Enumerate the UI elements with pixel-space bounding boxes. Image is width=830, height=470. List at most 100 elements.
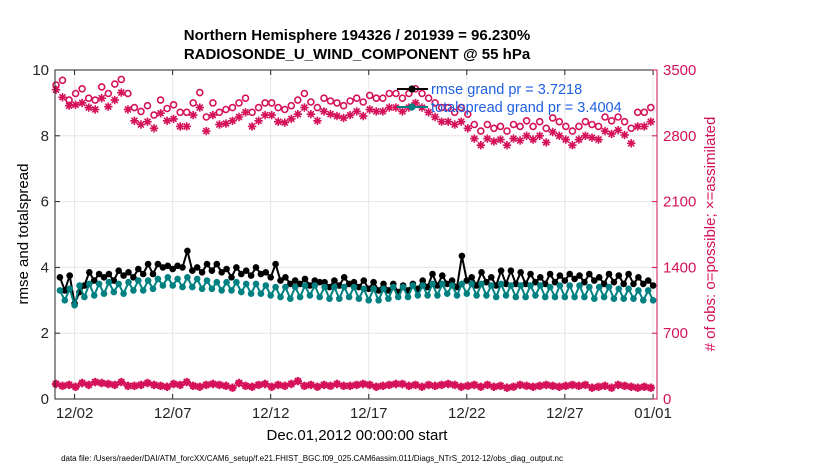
- rmse-point: [169, 265, 176, 273]
- obs-rejected-point: [587, 383, 597, 392]
- rmse-point: [287, 280, 294, 288]
- rmse-point: [149, 270, 157, 278]
- rmse-point: [316, 278, 324, 286]
- obs-assimilated-point: [280, 118, 289, 127]
- obs-assimilated-point: [208, 110, 218, 120]
- rmse-point: [478, 269, 485, 276]
- rmse-point: [576, 272, 583, 279]
- obs-rejected-point: [215, 380, 224, 390]
- totalspread-point: [306, 292, 314, 299]
- rmse-point: [272, 260, 279, 268]
- rmse-point: [649, 282, 657, 289]
- obs-possible-point: [143, 101, 152, 110]
- totalspread-point: [262, 282, 270, 289]
- totalspread-point: [277, 293, 284, 301]
- totalspread-point: [429, 280, 436, 288]
- obs-assimilated-point: [319, 107, 329, 116]
- y-right-tick-label: 2100: [663, 194, 696, 211]
- rmse-point: [233, 264, 240, 271]
- obs-assimilated-point: [568, 141, 577, 150]
- obs-assimilated-point: [287, 114, 296, 124]
- rmse-point: [125, 269, 132, 276]
- obs-assimilated-point: [633, 122, 642, 131]
- totalspread-point: [551, 293, 559, 301]
- obs-possible-point: [346, 97, 354, 105]
- rmse-point: [120, 272, 127, 279]
- y-left-tick-label: 2: [41, 325, 49, 342]
- obs-rejected-point: [58, 381, 67, 390]
- obs-possible-point: [529, 122, 537, 131]
- obs-possible-point: [640, 108, 649, 117]
- totalspread-point: [95, 280, 103, 288]
- rmse-point: [556, 272, 564, 279]
- rmse-point: [615, 272, 623, 279]
- totalspread-point: [478, 280, 485, 288]
- obs-rejected-point: [162, 382, 172, 391]
- obs-possible-point: [509, 120, 518, 129]
- obs-possible-point: [333, 99, 341, 107]
- obs-rejected-point: [359, 379, 368, 389]
- totalspread-point: [193, 275, 201, 283]
- rmse-point: [360, 277, 368, 284]
- totalspread-point: [532, 292, 539, 299]
- obs-assimilated-point: [254, 116, 263, 125]
- totalspread-point: [360, 285, 368, 293]
- obs-rejected-point: [470, 380, 479, 390]
- totalspread-point: [316, 293, 324, 301]
- obs-assimilated-point: [365, 105, 374, 114]
- rmse-point: [130, 274, 137, 281]
- obs-possible-point: [339, 101, 348, 110]
- obs-possible-point: [137, 107, 145, 116]
- obs-rejected-point: [97, 378, 106, 388]
- obs-rejected-point: [345, 381, 355, 390]
- totalspread-point: [331, 283, 338, 291]
- rmse-point: [100, 274, 108, 281]
- rmse-point: [419, 277, 427, 284]
- totalspread-point: [488, 282, 495, 289]
- obs-possible-point: [313, 103, 322, 112]
- rmse-point: [277, 277, 284, 284]
- obs-rejected-point: [502, 383, 512, 392]
- rmse-point: [144, 260, 152, 268]
- obs-rejected-point: [444, 379, 453, 389]
- obs-assimilated-point: [600, 126, 610, 136]
- obs-possible-point: [196, 88, 204, 97]
- obs-possible-point: [620, 117, 629, 126]
- obs-assimilated-point: [274, 117, 283, 126]
- obs-possible-point: [228, 103, 237, 112]
- totalspread-point: [198, 285, 206, 293]
- obs-possible-point: [326, 97, 335, 105]
- obs-possible-point: [202, 113, 211, 121]
- totalspread-point: [233, 278, 240, 286]
- obs-rejected-point: [104, 379, 113, 389]
- obs-rejected-point: [110, 380, 119, 390]
- totalspread-point: [296, 293, 304, 301]
- obs-rejected-point: [51, 379, 61, 389]
- totalspread-point: [135, 277, 142, 284]
- obs-assimilated-point: [640, 122, 649, 131]
- obs-rejected-point: [437, 380, 446, 390]
- obs-rejected-point: [234, 378, 244, 388]
- totalspread-point: [394, 293, 402, 301]
- totalspread-point: [473, 292, 480, 299]
- totalspread-point: [424, 292, 431, 299]
- totalspread-point: [272, 283, 279, 291]
- totalspread-point: [120, 290, 127, 298]
- obs-possible-point: [555, 117, 564, 126]
- obs-possible-point: [378, 94, 387, 102]
- obs-rejected-point: [385, 380, 394, 390]
- obs-rejected-point: [182, 377, 191, 387]
- obs-possible-point: [182, 108, 191, 117]
- obs-assimilated-point: [149, 124, 159, 133]
- obs-rejected-point: [515, 380, 525, 390]
- obs-possible-point: [130, 103, 139, 112]
- rmse-point: [95, 270, 103, 278]
- legend-spread-marker: [408, 103, 416, 111]
- obs-rejected-point: [176, 380, 185, 390]
- obs-assimilated-point: [548, 127, 557, 137]
- obs-assimilated-point: [176, 122, 185, 131]
- obs-rejected-point: [306, 380, 316, 390]
- obs-rejected-point: [496, 381, 505, 390]
- totalspread-point: [291, 283, 299, 291]
- obs-rejected-point: [267, 382, 276, 391]
